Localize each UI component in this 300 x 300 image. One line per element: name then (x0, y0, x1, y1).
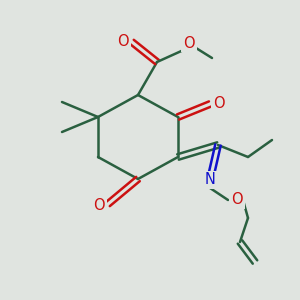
Text: O: O (213, 97, 225, 112)
Text: O: O (93, 199, 105, 214)
Text: O: O (183, 35, 195, 50)
Text: N: N (205, 172, 215, 188)
Text: O: O (231, 193, 243, 208)
Text: O: O (117, 34, 129, 49)
